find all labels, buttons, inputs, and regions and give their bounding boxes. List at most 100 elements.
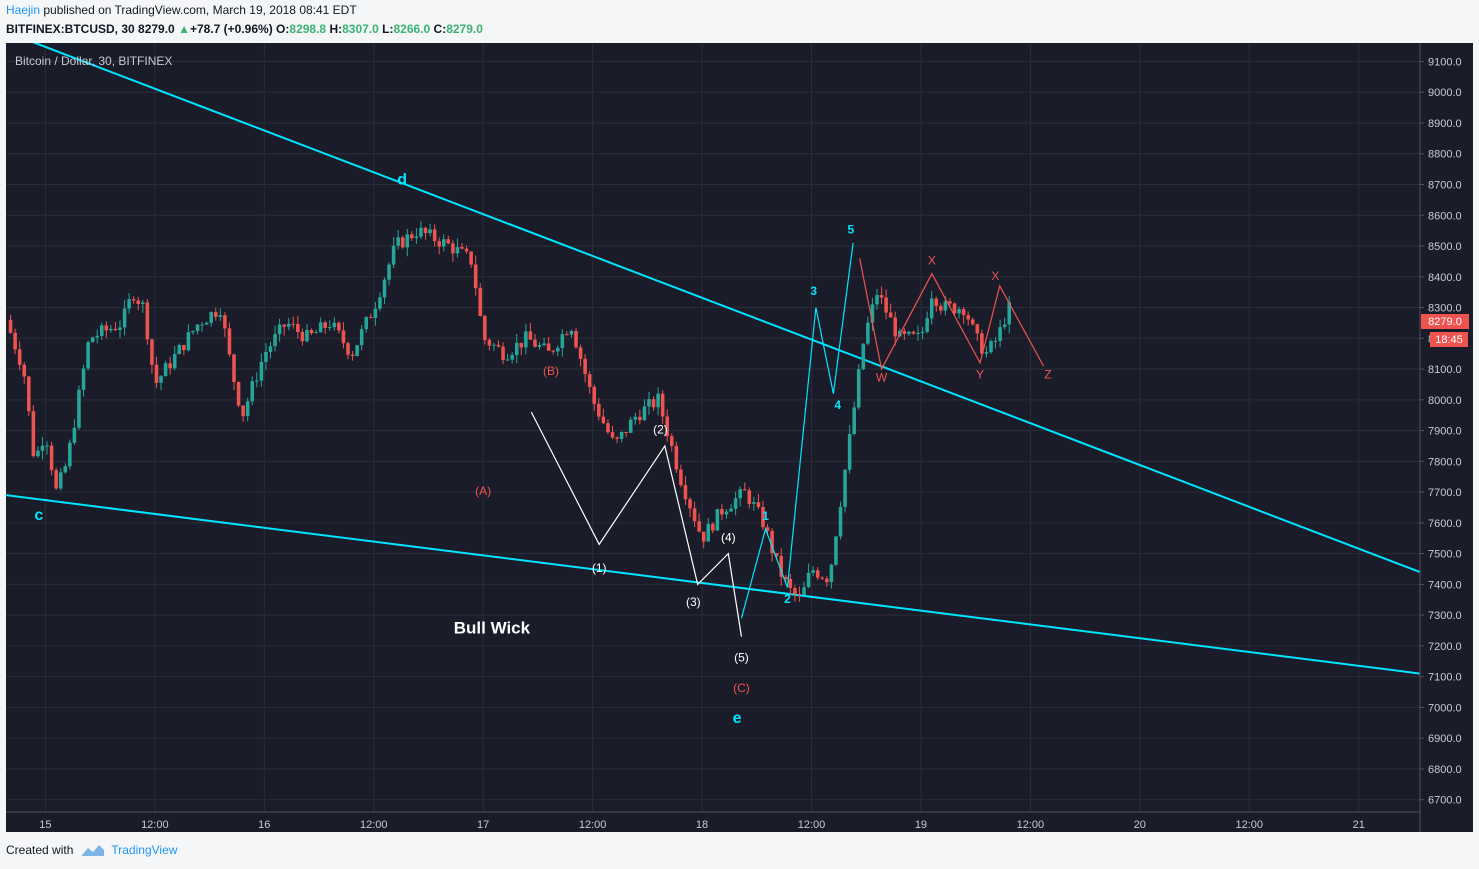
candle-body <box>856 369 861 408</box>
wave-label: Z <box>1044 367 1051 381</box>
tradingview-logo-icon <box>82 845 105 856</box>
candle-body <box>510 355 514 360</box>
candle-body <box>825 578 829 583</box>
candle-body <box>369 317 373 319</box>
y-tick-label: 6700.0 <box>1428 795 1462 807</box>
wave-counts[interactable] <box>530 242 1045 637</box>
candle-body <box>396 237 400 246</box>
price-change: +78.7 (+0.96%) <box>189 22 273 36</box>
candle-body <box>492 344 496 346</box>
candle-body <box>925 318 929 332</box>
x-tick-label: 17 <box>477 819 489 831</box>
candle-body <box>464 248 469 252</box>
candles <box>8 221 1012 602</box>
chart-panel[interactable]: c d (A) (B) (1) (2) (3) (4) (5) (C) e 1 2 3 4 5 W X Y X Z Bul… <box>5 35 1473 832</box>
candle-body <box>870 304 875 323</box>
trendline <box>18 35 1421 574</box>
candle-body <box>469 251 473 265</box>
y-tick-label: 7800.0 <box>1428 456 1462 468</box>
candle-body <box>172 354 177 369</box>
candle-body <box>31 411 36 457</box>
price-chart[interactable]: c d (A) (B) (1) (2) (3) (4) (5) (C) e 1 2 3 4 5 W X Y X Z Bul… <box>5 35 1473 832</box>
candle-body <box>783 576 788 579</box>
candle-body <box>22 364 27 377</box>
candle-body <box>578 347 583 359</box>
x-tick-label: 19 <box>915 819 927 831</box>
candle-body <box>619 432 624 439</box>
y-tick-label: 7000.0 <box>1428 702 1462 714</box>
candle-body <box>984 352 989 354</box>
candle-body <box>537 345 542 347</box>
candle-body <box>236 381 241 406</box>
candle-body <box>13 332 17 350</box>
candle-body <box>118 327 122 331</box>
candle-body <box>200 324 204 326</box>
grid-lines <box>6 43 1420 812</box>
trendlines[interactable] <box>5 35 1421 675</box>
wave-label: 2 <box>784 592 791 606</box>
symbol-info: BITFINEX:BTCUSD, 30 8279.0 ▲+78.7 (+0.96… <box>6 22 483 36</box>
candle-body <box>150 339 154 365</box>
candle-body <box>318 322 323 333</box>
candle-body <box>802 587 806 595</box>
candle-body <box>446 239 451 244</box>
y-tick-label: 8000.0 <box>1428 395 1462 407</box>
candle-body <box>642 406 647 421</box>
candle-body <box>282 324 286 327</box>
x-tick-label: 12:00 <box>360 819 388 831</box>
candle-body <box>227 328 232 355</box>
candle-body <box>948 301 952 304</box>
candle-body <box>501 346 505 360</box>
candle-body <box>245 401 250 417</box>
wave-white <box>530 411 743 637</box>
candle-body <box>49 445 54 471</box>
candle-body <box>966 315 970 320</box>
candle-body <box>514 342 519 356</box>
candle-body <box>273 334 277 347</box>
candle-body <box>58 472 63 489</box>
candle-body <box>382 279 387 298</box>
time-axis[interactable]: 15 12:00 16 12:00 17 12:00 18 12:00 19 12:00 20 12:… <box>39 819 1365 831</box>
candle-body <box>542 343 546 346</box>
author-link[interactable]: Haejin <box>6 3 41 17</box>
wave-label: d <box>397 171 407 188</box>
price-axis[interactable]: 6700.0 6800.0 6900.0 7000.0 7100.0 7200.0 7300… <box>1420 56 1462 807</box>
candle-body <box>378 297 382 309</box>
candle-body <box>656 393 660 408</box>
candle-body <box>405 234 410 248</box>
candle-body <box>209 312 213 323</box>
candle-body <box>715 509 720 531</box>
countdown-tag: 18:45 <box>1430 332 1468 347</box>
candle-body <box>957 309 961 314</box>
tradingview-link[interactable]: TradingView <box>111 843 178 857</box>
candle-body <box>843 469 847 507</box>
candle-body <box>204 322 209 325</box>
candle-body <box>920 331 925 333</box>
y-tick-label: 9000.0 <box>1428 87 1462 99</box>
y-tick-label: 7200.0 <box>1428 641 1462 653</box>
footer: Created with TradingView <box>6 843 177 857</box>
candle-body <box>483 316 487 341</box>
candle-body <box>624 432 628 434</box>
candle-body <box>40 445 45 451</box>
candle-body <box>423 227 428 234</box>
candle-body <box>341 330 346 344</box>
candle-body <box>806 572 811 588</box>
candle-body <box>300 331 305 342</box>
candle-body <box>733 498 738 509</box>
candle-body <box>296 324 300 332</box>
candle-body <box>706 523 711 542</box>
candle-body <box>993 340 998 342</box>
candle-body <box>478 288 483 317</box>
x-tick-label: 12:00 <box>141 819 169 831</box>
candle-body <box>45 445 49 447</box>
wave-label: (A) <box>475 484 491 498</box>
candle-body <box>309 329 314 334</box>
candle-body <box>86 342 90 369</box>
candle-body <box>692 508 697 522</box>
y-tick-label: 7100.0 <box>1428 672 1462 684</box>
candle-body <box>36 450 40 457</box>
up-arrow-icon: ▲ <box>178 22 190 36</box>
candle-body <box>232 354 236 382</box>
candle-body <box>414 236 419 239</box>
